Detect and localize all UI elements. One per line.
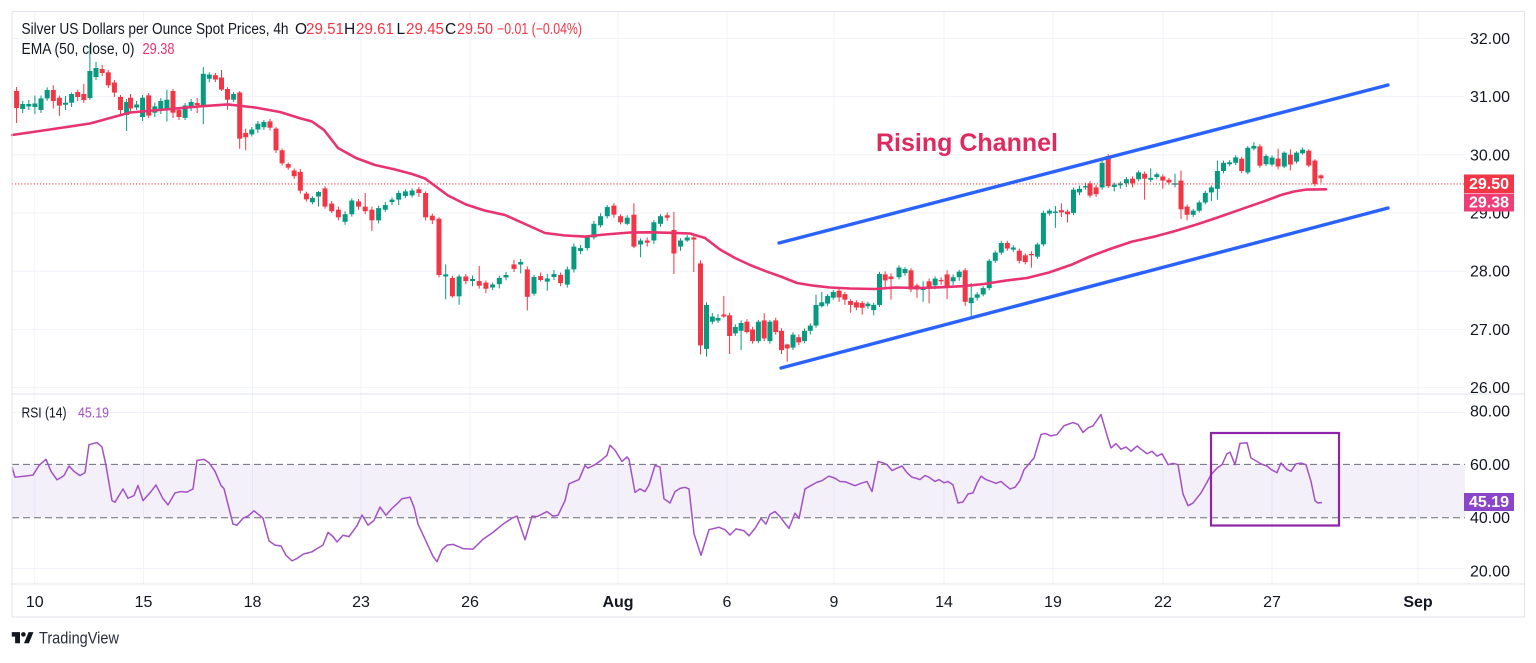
svg-text:Aug: Aug	[602, 594, 633, 611]
svg-text:6: 6	[723, 594, 732, 611]
svg-text:31.00: 31.00	[1470, 89, 1510, 106]
svg-text:29.38: 29.38	[143, 41, 175, 58]
svg-text:L: L	[397, 21, 406, 38]
svg-text:29.61: 29.61	[356, 21, 394, 38]
svg-text:29.45: 29.45	[406, 21, 444, 38]
svg-text:27.00: 27.00	[1470, 322, 1510, 339]
svg-text:15: 15	[135, 594, 153, 611]
svg-text:−0.01 (−0.04%): −0.01 (−0.04%)	[497, 21, 582, 38]
svg-text:29.50: 29.50	[1469, 176, 1509, 193]
svg-text:28.00: 28.00	[1470, 264, 1510, 281]
svg-text:20.00: 20.00	[1470, 564, 1510, 581]
svg-text:10: 10	[26, 594, 44, 611]
svg-text:19: 19	[1044, 594, 1062, 611]
svg-text:45.19: 45.19	[1469, 494, 1509, 511]
svg-text:40.00: 40.00	[1470, 510, 1510, 527]
svg-text:29.50: 29.50	[457, 21, 493, 38]
svg-text:80.00: 80.00	[1470, 404, 1510, 421]
svg-text:C: C	[445, 21, 456, 38]
svg-text:9: 9	[830, 594, 839, 611]
svg-text:Sep: Sep	[1403, 594, 1433, 611]
svg-text:30.00: 30.00	[1470, 147, 1510, 164]
svg-text:TradingView: TradingView	[39, 629, 120, 648]
svg-text:27: 27	[1263, 594, 1281, 611]
svg-text:EMA (50, close, 0): EMA (50, close, 0)	[22, 41, 135, 58]
svg-text:14: 14	[935, 594, 953, 611]
svg-text:22: 22	[1154, 594, 1172, 611]
svg-text:60.00: 60.00	[1470, 457, 1510, 474]
svg-text:O: O	[295, 21, 307, 38]
svg-text:Rising Channel: Rising Channel	[876, 129, 1058, 157]
svg-text:26: 26	[461, 594, 479, 611]
svg-text:45.19: 45.19	[78, 405, 109, 422]
svg-text:H: H	[344, 21, 355, 38]
svg-text:Silver US Dollars per Ounce Sp: Silver US Dollars per Ounce Spot Prices,…	[22, 21, 289, 38]
svg-text:32.00: 32.00	[1470, 31, 1510, 48]
svg-text:29.51: 29.51	[306, 21, 344, 38]
svg-text:18: 18	[244, 594, 262, 611]
svg-text:29.38: 29.38	[1469, 195, 1509, 212]
svg-text:RSI (14): RSI (14)	[22, 405, 67, 422]
svg-text:23: 23	[352, 594, 370, 611]
svg-text:26.00: 26.00	[1470, 380, 1510, 397]
